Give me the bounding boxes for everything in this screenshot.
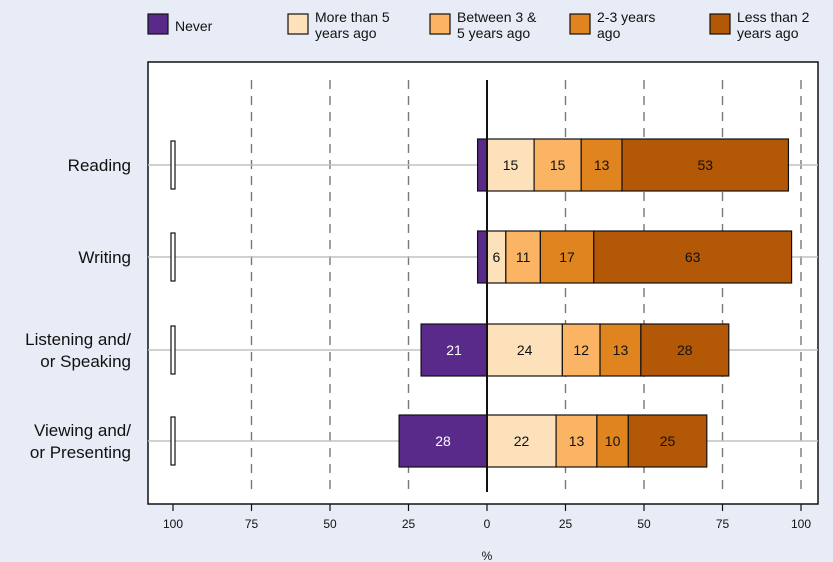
bar-2-3-years-ago-listening-and-or-speaking	[599, 323, 642, 377]
x-tick-label: 75	[716, 517, 730, 531]
bar-less-than-2-years-ago-viewing-and-or-presenting	[627, 414, 708, 468]
bar-value-label: 13	[613, 342, 629, 358]
bar-never-viewing-and-or-presenting	[398, 414, 488, 468]
bar-less-than-2-years-ago-writing	[593, 230, 793, 284]
bar-between-3-5-years-ago-writing	[505, 230, 541, 284]
x-tick-label: 75	[245, 517, 259, 531]
legend-label-2-3-years-ago: 2-3 years ago	[597, 9, 655, 41]
legend-label-never: Never	[175, 18, 213, 34]
bar-less-than-2-years-ago-listening-and-or-speaking	[640, 323, 730, 377]
legend-swatch-never	[147, 13, 169, 35]
bar-value-label: 15	[550, 157, 566, 173]
x-tick-label: 0	[484, 517, 491, 531]
bar-value-label: 13	[594, 157, 610, 173]
category-labels: Reading Writing Listening and/or Speaking V…	[25, 156, 131, 462]
legend-label-between-3-5-years-ago: Between 3 & 5 years ago	[457, 9, 537, 41]
x-tick-label: 50	[323, 517, 337, 531]
bar-between-3-5-years-ago-viewing-and-or-presenting	[555, 414, 598, 468]
bar-value-label: 13	[569, 433, 585, 449]
bar-value-label: 21	[446, 342, 462, 358]
bar-value-label: 17	[559, 249, 575, 265]
bar-value-label: 22	[514, 433, 530, 449]
bar-never-listening-and-or-speaking	[420, 323, 488, 377]
x-tick-label: 100	[791, 517, 811, 531]
legend-swatch-2-3-years-ago	[569, 13, 591, 35]
bar-2-3-years-ago-viewing-and-or-presenting	[596, 414, 629, 468]
bar-value-label: 24	[517, 342, 533, 358]
legend: Never More than 5 years ago Between 3 & 5 ye…	[147, 9, 810, 41]
bar-value-label: 6	[493, 249, 501, 265]
bar-2-3-years-ago-writing	[539, 230, 595, 284]
left-marker	[170, 232, 176, 282]
category-label-listening-and-or-speaking: Listening and/or Speaking	[25, 330, 131, 371]
bar-value-label: 25	[660, 433, 676, 449]
category-label-viewing-and-or-presenting: Viewing and/or Presenting	[30, 421, 131, 462]
bar-less-than-2-years-ago-reading	[621, 138, 790, 192]
bar-never-reading	[476, 138, 488, 192]
bar-between-3-5-years-ago-reading	[533, 138, 582, 192]
left-marker	[170, 325, 176, 375]
legend-swatch-more-than-5-years-ago	[287, 13, 309, 35]
x-axis-label: %	[482, 549, 493, 562]
bar-never-writing	[476, 230, 488, 284]
bar-more-than-5-years-ago-viewing-and-or-presenting	[486, 414, 557, 468]
legend-swatch-less-than-2-years-ago	[709, 13, 731, 35]
left-marker	[170, 140, 176, 190]
bar-value-label: 15	[503, 157, 519, 173]
legend-swatch-between-3-5-years-ago	[429, 13, 451, 35]
x-tick-label: 25	[402, 517, 416, 531]
bar-value-label: 10	[605, 433, 621, 449]
legend-label-more-than-5-years-ago: More than 5 years ago	[315, 9, 390, 41]
left-marker	[170, 416, 176, 466]
x-axis-ticks: 100 75 50 25 0 25 50 75 100	[163, 504, 811, 531]
category-label-writing: Writing	[78, 248, 131, 267]
x-tick-label: 100	[163, 517, 183, 531]
x-tick-label: 50	[637, 517, 651, 531]
bar-value-label: 28	[677, 342, 693, 358]
bar-value-label: 11	[516, 249, 531, 265]
bar-value-label: 63	[685, 249, 701, 265]
bars: 15 15 13 53 6 11 17 63 21 24 12 13 28 28 22 13 10 25	[170, 80, 793, 492]
bar-value-label: 53	[697, 157, 713, 173]
x-tick-label: 25	[559, 517, 573, 531]
bar-value-label: 28	[435, 433, 451, 449]
bar-value-label: 12	[573, 342, 589, 358]
legend-label-less-than-2-years-ago: Less than 2 years ago	[737, 9, 810, 41]
category-label-reading: Reading	[68, 156, 131, 175]
bar-between-3-5-years-ago-listening-and-or-speaking	[561, 323, 601, 377]
